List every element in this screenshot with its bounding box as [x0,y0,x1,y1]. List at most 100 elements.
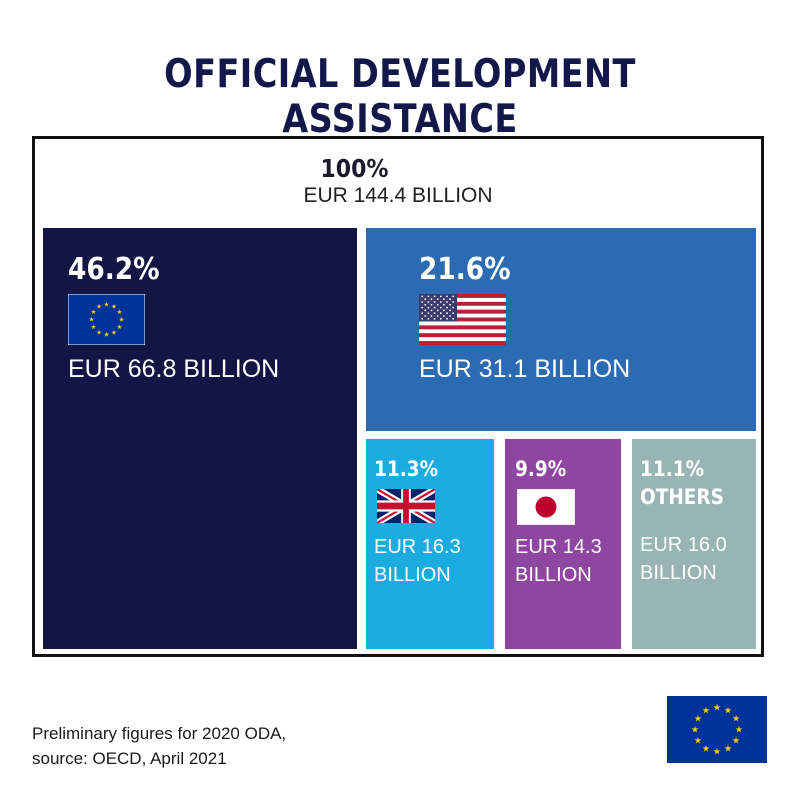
us-star-icon [443,298,445,301]
us-star-icon [436,303,439,306]
us-star-icon [433,317,436,320]
us-star-icon [436,298,439,301]
us-star-icon [421,306,424,309]
total-label: 100% EUR 144.4 BILLION [35,155,761,209]
us-star-icon [430,309,433,312]
us-star-icon [427,312,430,315]
us-star-icon [421,295,424,298]
others-percent: 11.1% [640,457,705,481]
eu-star-icon [732,736,740,744]
us-star-icon [427,301,430,303]
eu-star-icon [96,329,102,335]
us-flag-stripe [419,317,506,322]
us-star-icon [452,306,455,309]
eu-logo-icon [667,696,767,763]
eu-amount: EUR 66.8 BILLION [68,355,280,383]
source-note-line2: source: OECD, April 2021 [32,749,227,768]
eu-star-icon [735,725,743,733]
us-star-icon [452,317,455,320]
us-star-icon [430,303,433,306]
total-amount: EUR 144.4 BILLION [303,184,493,207]
us-star-icon [446,295,448,298]
eu-star-icon [702,706,710,714]
uk-amount-line1: EUR 16.3 [374,536,461,558]
total-percent: 100% [320,154,389,183]
others-amount-line1: EUR 16.0 [640,534,727,556]
us-flag-stripe [419,294,506,299]
eu-flag-icon [68,294,145,345]
us-star-icon [443,309,445,312]
us-star-icon [452,301,455,303]
uk-percent: 11.3% [374,457,439,481]
us-star-icon [439,295,442,298]
us-star-icon [446,317,448,320]
uk-flag-icon [377,489,435,523]
us-star-icon [424,298,427,301]
us-star-icon [443,315,445,317]
eu-star-icon [732,714,740,722]
eu-star-icon [104,301,109,307]
us-flag-stripe [419,337,506,342]
us-star-icon [439,317,442,320]
japan-percent: 9.9% [515,457,567,481]
us-star-icon [433,295,436,298]
japan-amount-line1: EUR 14.3 [515,536,602,558]
eu-star-icon [89,316,94,322]
us-star-icon [430,298,433,301]
source-note: Preliminary figures for 2020 ODA, source… [32,721,286,771]
treemap-frame: 100% EUR 144.4 BILLION 46.2% EUR 66.8 BI… [32,136,764,657]
japan-flag-icon [517,489,575,525]
us-star-icon [446,301,448,303]
eu-star-icon [724,706,732,714]
eu-percent: 46.2% [68,252,160,287]
others-name: OTHERS [640,485,724,509]
japan-amount-line2: BILLION [515,564,592,586]
us-star-icon [433,306,436,309]
us-star-icon [449,309,451,312]
eu-star-icon [694,736,702,744]
page-title: OFFICIAL DEVELOPMENT ASSISTANCE [164,52,636,142]
us-star-icon [446,312,448,315]
us-flag-stripe [419,329,506,334]
us-star-icon [439,306,442,309]
eu-star-icon [104,331,109,337]
us-star-icon [421,312,424,315]
us-flag-stripe [419,341,506,345]
eu-star-icon [694,714,702,722]
eu-star-icon [111,303,117,309]
eu-star-icon [713,703,721,711]
eu-star-icon [91,309,96,315]
us-star-icon [421,301,424,303]
source-note-line1: Preliminary figures for 2020 ODA, [32,724,287,743]
us-star-icon [424,315,427,317]
us-star-icon [427,306,430,309]
uk-amount-line2: BILLION [374,564,451,586]
us-flag-stripe [419,333,506,338]
us-flag-icon [419,294,506,345]
us-star-icon [439,312,442,315]
us-amount: EUR 31.1 BILLION [419,355,631,383]
us-star-icon [427,295,430,298]
us-flag-stripe [419,309,506,314]
us-star-icon [424,309,427,312]
eu-star-icon [111,329,117,335]
us-flag-stripe [419,325,506,330]
treemap-cell-eu: 46.2% EUR 66.8 BILLION [43,228,357,649]
eu-star-icon [96,303,102,309]
us-star-icon [449,315,451,317]
us-star-icon [424,303,427,306]
us-star-icon [427,317,430,320]
eu-star-icon [91,324,96,330]
eu-star-icon [119,316,124,322]
treemap-cell-us: 21.6% EUR 31.1 BILLION [366,228,756,431]
others-amount-line2: BILLION [640,562,717,584]
us-star-icon [452,312,455,315]
us-flag-stripe [419,301,506,306]
us-star-icon [449,303,451,306]
eu-star-icon [117,324,122,330]
eu-star-icon [117,309,122,315]
eu-star-icon [724,744,732,752]
us-flag-stripe [419,305,506,310]
treemap-cell-uk: 11.3% EUR 16.3 BILLION [366,439,494,649]
us-star-icon [452,295,455,298]
